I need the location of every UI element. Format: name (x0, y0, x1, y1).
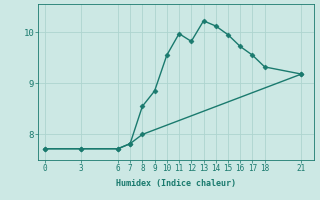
X-axis label: Humidex (Indice chaleur): Humidex (Indice chaleur) (116, 179, 236, 188)
